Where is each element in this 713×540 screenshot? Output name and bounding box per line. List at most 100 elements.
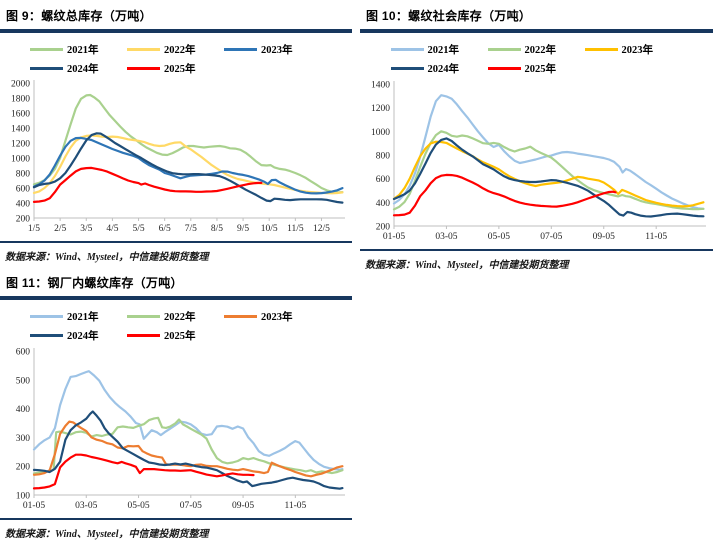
legend-swatch xyxy=(127,48,160,51)
y-tick-label: 600 xyxy=(376,175,391,185)
figure-10-title: 图 10：螺纹社会库存（万吨） xyxy=(366,9,532,23)
series-line-2022年 xyxy=(32,134,344,195)
y-tick-label: 800 xyxy=(376,152,391,162)
x-tick-label: 12/5 xyxy=(313,224,330,234)
figure-11-title-rule xyxy=(0,296,352,300)
legend-label: 2024年 xyxy=(67,64,99,75)
legend-item-2024年: 2024年 xyxy=(30,328,127,343)
y-tick-label: 1400 xyxy=(371,81,390,91)
legend-item-2024年: 2024年 xyxy=(30,61,127,76)
series-line-2021年 xyxy=(32,93,344,194)
legend-swatch xyxy=(30,48,63,51)
left-column: 图 9：螺纹总库存（万吨） 2021年 2022年 2023年 2024年 2025年 … xyxy=(0,0,352,540)
series-line-2025年 xyxy=(32,166,263,204)
figure-10-title-rule xyxy=(360,29,713,33)
figure-10-source-note: 数据来源：Wind、Mysteel，中信建投期货整理 xyxy=(365,260,569,271)
y-tick-label: 400 xyxy=(16,405,31,415)
figure-9-bottom-rule xyxy=(0,241,352,243)
legend-swatch xyxy=(390,67,424,70)
x-tick-label: 01-05 xyxy=(383,232,405,242)
legend-item-2021年: 2021年 xyxy=(390,42,488,57)
x-tick-label: 05-05 xyxy=(488,232,510,242)
legend-label: 2025年 xyxy=(164,331,196,342)
legend-label: 2022年 xyxy=(524,45,557,56)
y-tick-label: 800 xyxy=(16,170,31,180)
chart-9-legend: 2021年 2022年 2023年 2024年 2025年 xyxy=(30,42,322,76)
chart-11-legend: 2021年 2022年 2023年 2024年 2025年 xyxy=(30,309,322,343)
chart-11: 2021年 2022年 2023年 2024年 2025年 600 500 400 300 20… xyxy=(0,309,352,517)
series-line-2022年 xyxy=(392,130,705,211)
x-tick-label: 6/5 xyxy=(159,224,171,234)
y-tick-label: 1200 xyxy=(11,140,30,150)
legend-label: 2024年 xyxy=(427,64,460,75)
x-tick-label: 7/5 xyxy=(185,224,197,234)
legend-swatch xyxy=(487,48,521,51)
x-tick-label: 09-05 xyxy=(232,501,254,511)
x-tick-label: 03-05 xyxy=(435,232,457,242)
legend-label: 2021年 xyxy=(427,45,460,56)
series-line-2022年 xyxy=(32,416,344,475)
chart-9: 2021年 2022年 2023年 2024年 2025年 2000 1800 1600 14… xyxy=(0,42,352,240)
legend-label: 2024年 xyxy=(67,331,99,342)
x-tick-label: 01-05 xyxy=(23,501,45,511)
y-tick-label: 600 xyxy=(16,185,31,195)
x-tick-label: 03-05 xyxy=(75,501,97,511)
legend-item-2023年: 2023年 xyxy=(224,309,321,324)
figure-11-source-note: 数据来源：Wind、Mysteel，中信建投期货整理 xyxy=(5,529,209,540)
figure-9-title-rule xyxy=(0,29,352,33)
y-tick-label: 400 xyxy=(376,199,391,209)
y-tick-label: 400 xyxy=(16,200,31,210)
x-tick-label: 10/5 xyxy=(261,224,278,234)
x-tick-label: 5/5 xyxy=(132,224,144,234)
legend-swatch xyxy=(224,48,257,51)
legend-label: 2023年 xyxy=(261,312,293,323)
chart-10-legend: 2021年 2022年 2023年 2024年 2025年 xyxy=(390,42,683,76)
series-line-2023年 xyxy=(32,420,344,478)
series-line-2025年 xyxy=(392,173,617,217)
x-tick-label: 11-05 xyxy=(645,232,667,242)
figure-9-title: 图 9：螺纹总库存（万吨） xyxy=(6,9,152,23)
x-tick-label: 2/5 xyxy=(54,224,66,234)
legend-label: 2025年 xyxy=(164,64,196,75)
legend-swatch xyxy=(390,48,424,51)
series-line-2025年 xyxy=(32,453,255,490)
legend-item-2022年: 2022年 xyxy=(127,42,224,57)
x-tick-label: 05-05 xyxy=(127,501,149,511)
figure-9: 图 9：螺纹总库存（万吨） 2021年 2022年 2023年 2024年 2025年 … xyxy=(0,0,352,267)
series-line-2021年 xyxy=(32,370,344,471)
y-tick-label: 500 xyxy=(16,376,31,386)
x-tick-label: 11/5 xyxy=(287,224,304,234)
y-tick-label: 1800 xyxy=(11,95,30,105)
x-tick-label: 3/5 xyxy=(80,224,92,234)
y-tick-label: 2000 xyxy=(11,80,30,90)
legend-item-2023年: 2023年 xyxy=(584,42,682,57)
legend-label: 2021年 xyxy=(67,45,99,56)
x-tick-label: 07-05 xyxy=(540,232,562,242)
right-column: 图 10：螺纹社会库存（万吨） 2021年 2022年 2023年 2024年 2025… xyxy=(360,0,713,275)
x-tick-label: 8/5 xyxy=(211,224,223,234)
y-tick-label: 200 xyxy=(376,223,391,233)
legend-swatch xyxy=(487,67,521,70)
y-tick-label: 1000 xyxy=(371,128,390,138)
series-line-2023年 xyxy=(392,140,705,208)
figure-11-bottom-rule xyxy=(0,518,352,520)
legend-swatch xyxy=(30,67,63,70)
legend-item-2021年: 2021年 xyxy=(30,309,127,324)
legend-item-2023年: 2023年 xyxy=(224,42,321,57)
y-tick-label: 100 xyxy=(16,492,31,502)
legend-swatch xyxy=(127,334,160,337)
legend-swatch xyxy=(30,334,63,337)
figure-11: 图 11：钢厂内螺纹库存（万吨） 2021年 2022年 2023年 2024年 202… xyxy=(0,267,352,540)
legend-item-2025年: 2025年 xyxy=(127,61,224,76)
figure-10-bottom-rule xyxy=(360,249,713,251)
legend-label: 2023年 xyxy=(621,45,654,56)
chart-10: 2021年 2022年 2023年 2024年 2025年 1400 1200 1000 80… xyxy=(360,42,713,248)
x-tick-label: 11-05 xyxy=(284,501,306,511)
legend-swatch xyxy=(584,48,618,51)
y-tick-label: 1200 xyxy=(371,104,390,114)
legend-label: 2023年 xyxy=(261,45,293,56)
